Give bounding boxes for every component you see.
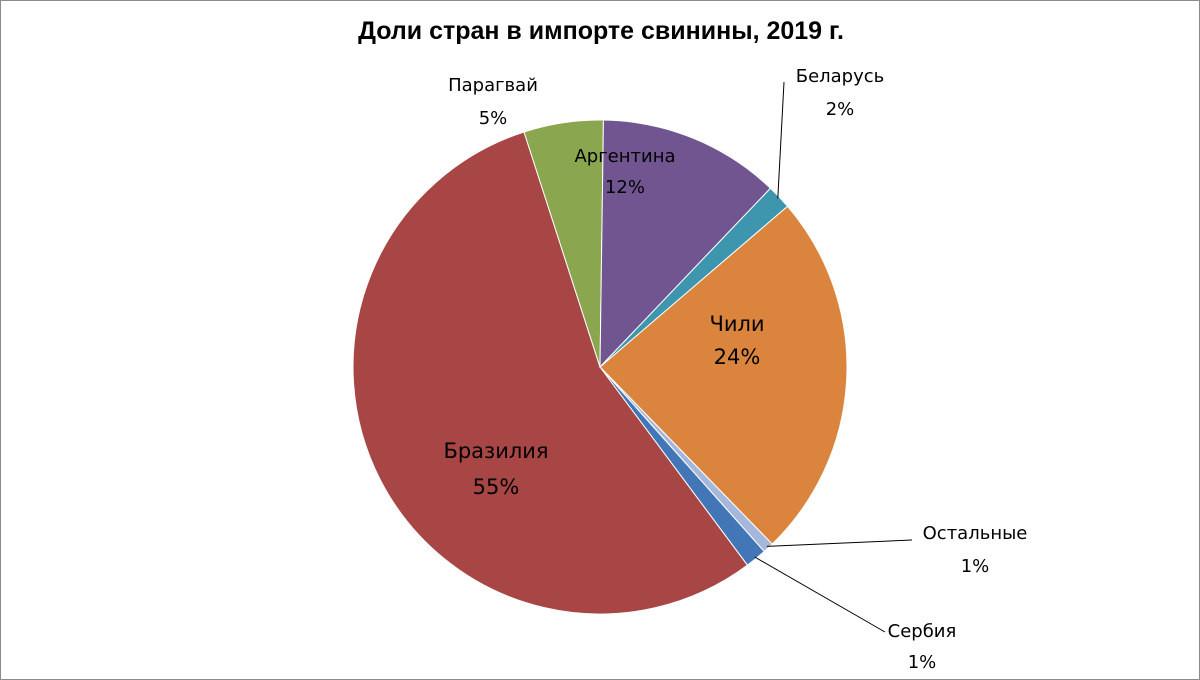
slice-name-label-3: Сербия bbox=[888, 621, 957, 642]
slice-percent-label-1: 24% bbox=[714, 345, 761, 369]
slice-percent-label-4: 55% bbox=[473, 475, 520, 499]
slice-percent-label-3: 1% bbox=[908, 652, 937, 673]
pie-slice-4 bbox=[352, 131, 749, 615]
slice-percent-label-5: 5% bbox=[479, 108, 508, 129]
leader-line-7 bbox=[777, 81, 785, 199]
slice-name-label-4: Бразилия bbox=[443, 439, 548, 463]
slice-percent-label-7: 2% bbox=[826, 99, 855, 120]
slice-name-label-6: Аргентина bbox=[574, 146, 675, 167]
chart-title: Доли стран в импорте свинины, 2019 г. bbox=[358, 17, 844, 45]
slice-percent-label-2: 1% bbox=[961, 556, 990, 577]
leader-lines bbox=[754, 81, 913, 633]
pie-slices bbox=[352, 119, 848, 615]
slice-percent-label-6: 12% bbox=[605, 177, 645, 198]
slice-labels: Чили 24% Остальные 1% Сербия 1% Бразилия 55% Пар… bbox=[443, 66, 1027, 673]
leader-line-2 bbox=[766, 539, 913, 547]
leader-line-3 bbox=[754, 556, 886, 633]
slice-name-label-7: Беларусь bbox=[796, 66, 885, 87]
slice-name-label-5: Парагвай bbox=[448, 75, 538, 96]
pie-slice-7 bbox=[599, 187, 789, 368]
pie-slice-6 bbox=[599, 119, 772, 369]
slice-name-label-2: Остальные bbox=[923, 523, 1028, 544]
pie-slice-1 bbox=[599, 205, 848, 545]
slice-name-label-1: Чили bbox=[709, 312, 764, 336]
